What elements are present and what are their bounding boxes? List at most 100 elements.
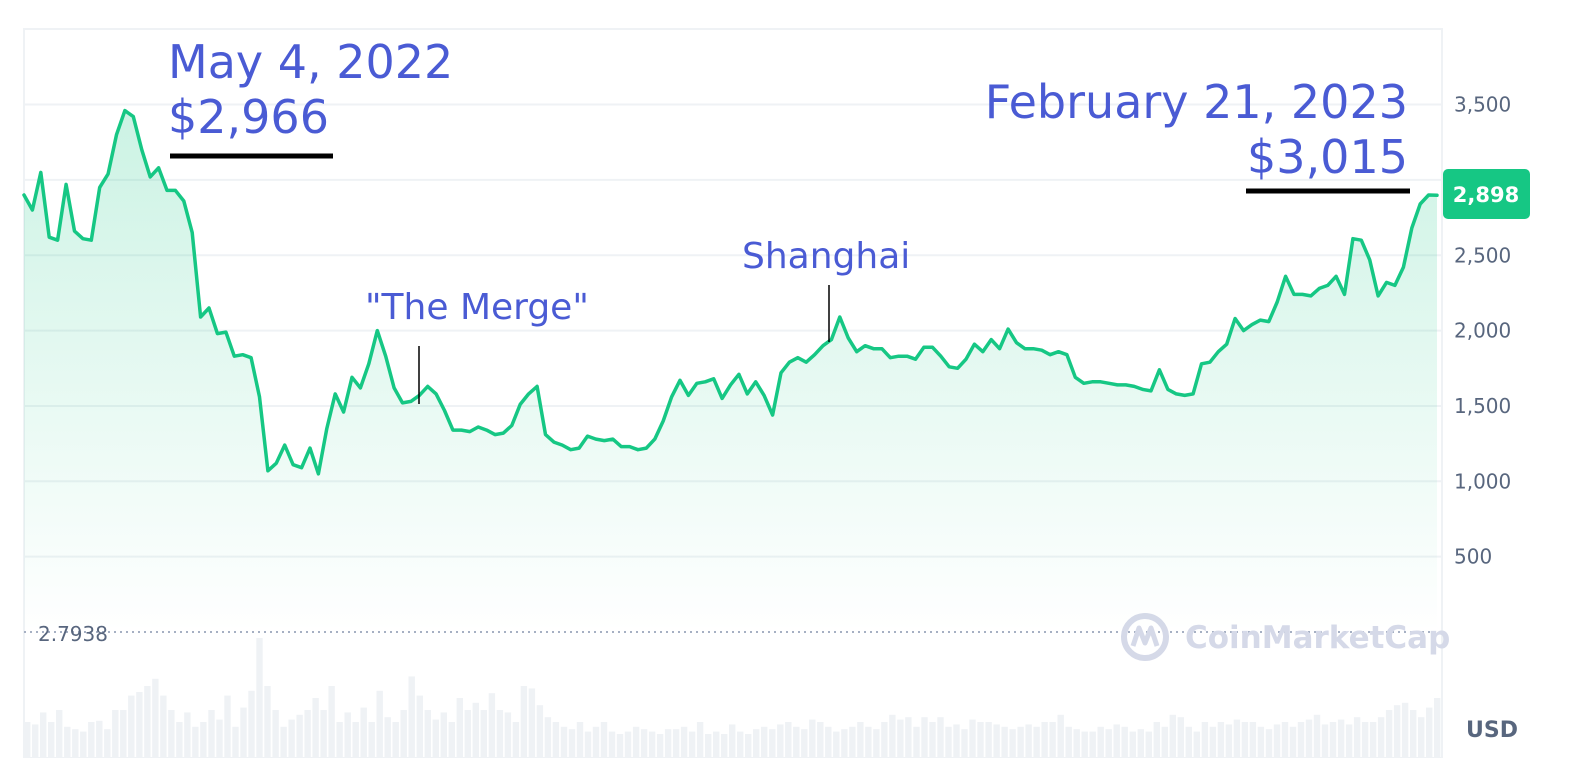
volume-bar <box>1153 722 1160 758</box>
volume-bar <box>1089 731 1096 758</box>
volume-bar <box>552 722 560 758</box>
volume-bar <box>528 688 536 758</box>
volume-bar <box>288 719 295 758</box>
volume-bar <box>624 731 632 758</box>
volume-bar <box>1225 724 1233 758</box>
volume-bar <box>1297 722 1305 758</box>
volume-bar <box>616 734 624 758</box>
volume-bar <box>1169 714 1176 758</box>
volume-bar <box>1177 717 1184 758</box>
volume-bar <box>1121 726 1128 758</box>
volume-bar <box>392 722 399 758</box>
price-area-fill <box>24 110 1437 633</box>
volume-bar <box>696 722 704 758</box>
volume-bar <box>592 726 600 758</box>
volume-bar <box>1041 722 1048 758</box>
volume-bar <box>328 686 335 758</box>
volume-bar <box>80 731 87 758</box>
volume-bar <box>208 710 215 758</box>
volume-bar <box>929 722 936 758</box>
volume-bar <box>1345 724 1353 758</box>
volume-bar <box>544 717 552 758</box>
volume-bar <box>1273 724 1281 758</box>
volume-bar <box>256 638 263 758</box>
volume-bar <box>1337 719 1345 758</box>
volume-bar <box>953 724 960 758</box>
annotation-may-2022: May 4, 2022 $2,966 <box>168 35 453 159</box>
annotation-the-merge-label: "The Merge" <box>365 287 589 328</box>
price-line <box>22 108 1439 476</box>
volume-bar <box>1097 726 1104 758</box>
volume-bar <box>985 722 992 758</box>
volume-bar <box>144 686 151 758</box>
volume-bar <box>384 717 391 758</box>
volume-bar <box>1369 722 1377 758</box>
volume-bar <box>136 692 143 758</box>
volume-bar <box>1385 710 1393 758</box>
volume-bar <box>1418 717 1425 758</box>
y-tick-label: 1,500 <box>1454 394 1511 418</box>
current-price-badge: 2,898 <box>1443 169 1530 219</box>
volume-bar <box>1145 731 1152 758</box>
volume-bar <box>152 678 159 758</box>
volume-bar <box>1193 731 1200 758</box>
volume-bar <box>672 729 680 758</box>
volume-bar <box>1201 722 1209 758</box>
volume-bar <box>464 710 471 758</box>
volume-bar <box>504 712 512 758</box>
volume-bar <box>745 734 752 758</box>
volume-bar <box>1377 717 1385 758</box>
volume-bar <box>1057 714 1064 758</box>
volume-bar <box>1185 726 1192 758</box>
volume-bar <box>1353 717 1361 758</box>
volume-bar <box>304 710 311 758</box>
volume-bar <box>961 729 968 758</box>
volume-bar <box>1081 731 1088 758</box>
volume-bar <box>1265 729 1273 758</box>
volume-bar <box>48 722 55 758</box>
volume-bar <box>817 722 824 758</box>
volume-bar <box>1313 714 1321 758</box>
volume-bar <box>993 724 1000 758</box>
volume-bar <box>1217 722 1225 758</box>
annotation-shanghai: Shanghai <box>742 236 910 342</box>
volume-bar <box>576 722 584 758</box>
volume-bar <box>825 726 832 758</box>
volume-bar <box>1305 719 1313 758</box>
volume-bar <box>432 719 439 758</box>
volume-bar <box>1105 729 1112 758</box>
volume-bar <box>376 690 383 758</box>
annotation-may-2022-price: $2,966 <box>168 90 329 144</box>
volume-bar <box>1426 707 1433 758</box>
volume-bar <box>424 710 431 758</box>
volume-bar <box>56 710 63 758</box>
volume-bar <box>272 710 279 758</box>
volume-bar <box>1393 705 1401 758</box>
y-tick-label: 2,000 <box>1454 319 1511 343</box>
volume-bar <box>512 722 520 758</box>
volume-bar <box>128 695 135 758</box>
volume-bar <box>336 722 343 758</box>
volume-bar <box>608 731 616 758</box>
volume-bar <box>560 726 568 758</box>
volume-bar <box>705 734 712 758</box>
volume-bar <box>536 705 544 758</box>
volume-bar <box>1401 702 1409 758</box>
volume-bar <box>849 726 856 758</box>
volume-bar <box>897 719 904 758</box>
volume-bar <box>1289 726 1297 758</box>
volume-bar <box>833 731 840 758</box>
volume-bar <box>488 693 496 758</box>
volume-bar <box>296 714 303 758</box>
volume-bar <box>688 731 696 758</box>
volume-bar <box>793 726 800 758</box>
volume-bar <box>176 722 183 758</box>
volume-bar <box>600 722 608 758</box>
volume-bar <box>969 719 976 758</box>
volume-bar <box>232 726 239 758</box>
volume-bar <box>224 695 231 758</box>
volume-bar <box>1001 726 1008 758</box>
volume-bar <box>1321 724 1329 758</box>
y-tick-label: 1,000 <box>1454 469 1511 493</box>
